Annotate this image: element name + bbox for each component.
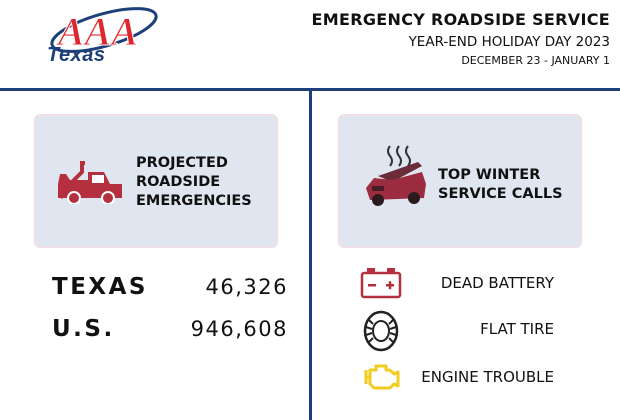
column-divider (309, 91, 312, 420)
stat-value: 46,326 (205, 275, 288, 299)
stat-value: 946,608 (190, 317, 288, 341)
page-subtitle: YEAR-END HOLIDAY DAY 2023 (408, 34, 610, 50)
aaa-letters: AAA (55, 9, 138, 54)
projected-emergencies-card: PROJECTED ROADSIDE EMERGENCIES (34, 114, 278, 248)
tow-truck-icon (52, 158, 126, 209)
engine-warning-icon (360, 358, 402, 399)
tire-icon (360, 310, 402, 357)
service-call-dead-battery: DEAD BATTERY (356, 264, 562, 304)
stat-label: U.S. (52, 316, 115, 342)
top-winter-calls-card: TOP WINTER SERVICE CALLS (338, 114, 582, 248)
stat-label: TEXAS (52, 274, 148, 300)
date-range: DECEMBER 23 - JANUARY 1 (461, 54, 610, 67)
aaa-oval-logo-icon: AAA (50, 7, 158, 55)
aaa-texas-logo: AAA (44, 6, 164, 78)
overheating-car-icon (362, 142, 428, 215)
card-title: TOP WINTER SERVICE CALLS (438, 167, 563, 202)
logo-texas-label: Texas (47, 44, 106, 66)
service-call-label: FLAT TIRE (480, 320, 554, 338)
stat-row-us: U.S. 946,608 (52, 316, 288, 350)
card-title: PROJECTED ROADSIDE EMERGENCIES (136, 155, 252, 209)
car-battery-icon (360, 264, 402, 307)
header: AAA Texas EMERGENCY ROADSIDE SERVICE YEA… (0, 0, 620, 88)
service-call-flat-tire: FLAT TIRE (356, 310, 562, 352)
header-divider (0, 88, 620, 91)
service-call-label: DEAD BATTERY (440, 274, 554, 292)
service-call-engine-trouble: ENGINE TROUBLE (356, 358, 562, 398)
header-titles: EMERGENCY ROADSIDE SERVICE YEAR-END HOLI… (312, 10, 610, 67)
service-call-label: ENGINE TROUBLE (421, 368, 554, 386)
stat-row-texas: TEXAS 46,326 (52, 274, 288, 308)
page-title: EMERGENCY ROADSIDE SERVICE (311, 10, 610, 29)
